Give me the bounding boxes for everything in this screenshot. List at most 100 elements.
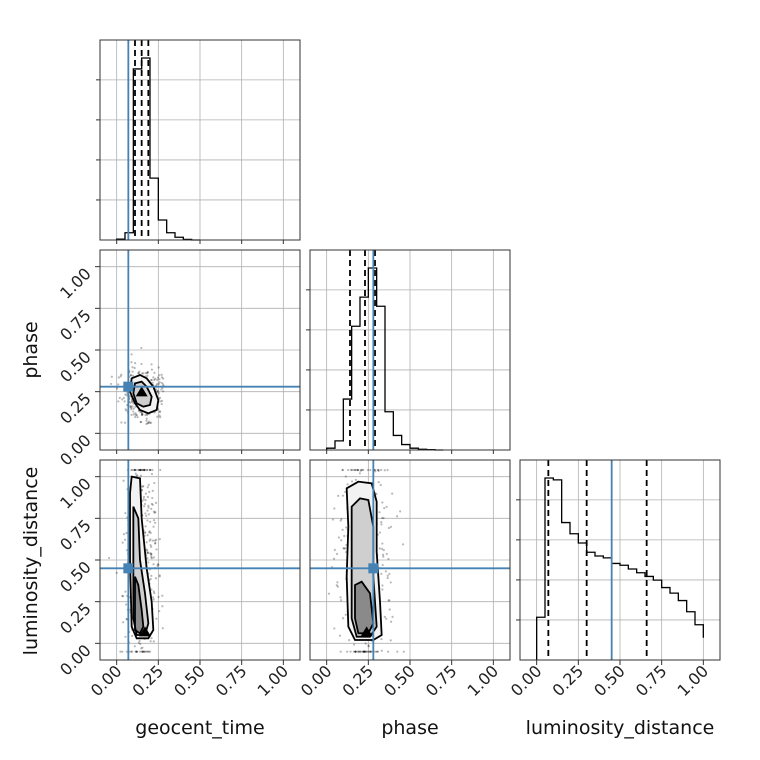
scatter-point [369,650,372,653]
xtick-label: 0.50 [380,661,419,700]
scatter-point [402,650,405,653]
density-peak [135,386,148,397]
scatter-point [337,536,341,539]
scatter-point [140,362,143,366]
scatter-point [140,468,143,472]
scatter-point [333,548,336,551]
scatter-point [148,421,152,424]
xtick-label: 1.00 [254,661,293,700]
scatter-point [348,639,351,642]
scatter-point [161,605,164,608]
scatter-point [146,372,149,375]
scatter-point [376,650,380,653]
scatter-point [134,405,137,408]
scatter-point [350,468,354,472]
xtick-label: 0.75 [632,661,671,700]
scatter-point [158,410,162,413]
scatter-point [370,650,373,653]
xtick-label: 1.00 [464,661,503,700]
scatter-point [133,468,137,472]
scatter-point [153,591,156,595]
scatter-point [367,650,370,653]
scatter-point [151,503,154,506]
scatter-point [366,468,370,472]
scatter-point [380,520,383,524]
scatter-point [150,588,153,591]
scatter-point [154,577,158,580]
scatter-point [344,613,347,616]
scatter-point [159,416,162,419]
scatter-point [129,405,132,409]
scatter-point [344,547,347,550]
scatter-point [367,645,370,648]
scatter-point [354,650,358,653]
scatter-point [130,650,133,653]
scatter-point [160,399,164,402]
scatter-point [146,552,149,555]
scatter-point [363,650,366,653]
scatter-point [153,511,156,514]
scatter-point [147,551,150,554]
scatter-point [136,416,139,419]
scatter-point [159,400,162,403]
scatter-point [143,531,146,534]
scatter-point [123,421,127,424]
scatter-point [141,646,144,649]
scatter-point [149,468,152,472]
scatter-point [364,650,367,653]
histogram-luminosity_distance [536,477,704,660]
scatter-point [149,552,152,555]
scatter-point [149,531,152,535]
scatter-point [142,650,146,653]
scatter-point [148,530,151,533]
scatter-point [382,517,385,520]
xtick-label: 0.00 [297,661,336,700]
scatter-point [141,468,144,472]
scatter-point [152,556,155,559]
scatter-point [109,382,113,386]
scatter-point [377,469,380,472]
scatter-point [354,650,357,653]
scatter-point [138,370,141,373]
scatter-point [133,362,137,365]
scatter-point [157,366,160,369]
scatter-point [151,596,155,599]
scatter-point [381,584,384,587]
scatter-point [376,468,380,472]
scatter-point [150,472,154,476]
scatter-point [150,378,153,382]
scatter-point [125,603,128,606]
scatter-point [143,505,146,508]
scatter-point [140,346,143,350]
scatter-point [110,375,113,378]
scatter-point [150,368,153,371]
scatter-point [143,468,146,472]
scatter-point [131,366,134,369]
scatter-point [122,533,126,536]
scatter-point [160,402,163,406]
scatter-point [148,468,152,472]
scatter-point [354,468,357,472]
scatter-point [146,371,149,374]
scatter-point [378,547,381,550]
scatter-point [145,548,148,551]
scatter-point [377,481,380,484]
scatter-point [133,468,136,472]
scatter-point [117,383,120,386]
scatter-point [137,468,140,472]
scatter-point [134,413,138,416]
scatter-point [141,650,145,653]
scatter-point [158,374,161,377]
scatter-point [139,468,142,472]
scatter-point [121,594,124,598]
scatter-point [356,468,360,472]
scatter-point [137,468,140,472]
scatter-point [381,501,384,504]
scatter-point [385,552,388,556]
scatter-point [134,650,137,653]
scatter-point [381,588,384,591]
scatter-point [158,410,161,414]
xtick-label: 1.00 [674,661,713,700]
scatter-point [121,398,124,401]
